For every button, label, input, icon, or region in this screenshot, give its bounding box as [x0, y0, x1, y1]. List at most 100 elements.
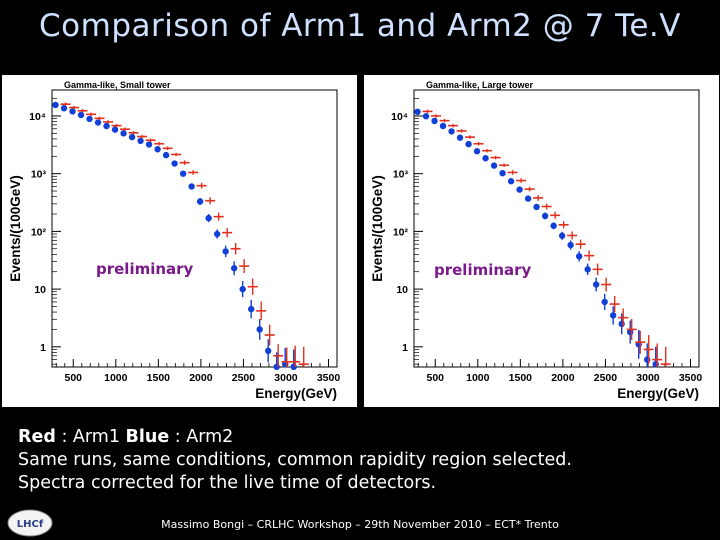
x-tick-label: 2000 [189, 372, 213, 384]
arm2-point [247, 299, 255, 319]
arm1-point [128, 131, 139, 135]
x-tick-label: 2500 [594, 372, 618, 384]
x-tick-label: 3000 [274, 372, 298, 384]
point-marker [490, 162, 498, 169]
chart-title: Gamma-like, Small tower [64, 80, 171, 90]
arm1-point [601, 277, 612, 292]
point-marker [128, 133, 136, 141]
plot-frame [51, 89, 338, 368]
arm1-point [507, 170, 518, 175]
arm1-point [222, 228, 233, 238]
arm1-point [256, 301, 267, 321]
y-tick-label: 10³ [31, 169, 47, 181]
arm2-point [222, 245, 229, 258]
point-marker [618, 320, 625, 328]
red-label: Red [18, 427, 56, 447]
arm1-point [541, 203, 552, 210]
point-marker [499, 169, 506, 177]
point-marker [137, 137, 144, 145]
x-tick-label: 2500 [232, 372, 256, 384]
arm1-point [550, 211, 561, 219]
red-text: : Arm1 [61, 427, 120, 447]
point-marker [524, 195, 532, 202]
arm1-point [490, 155, 501, 160]
point-marker [154, 146, 161, 153]
x-tick-label: 3000 [636, 372, 660, 384]
arm1-point [290, 345, 301, 367]
arm1-point [439, 118, 450, 123]
arm1-point [230, 242, 241, 255]
x-tick-label: 3500 [679, 372, 703, 384]
arm2-point [609, 306, 617, 325]
y-tick-label: 10² [393, 226, 409, 238]
point-marker [120, 130, 127, 137]
point-marker [103, 122, 110, 130]
footer-text: Massimo Bongi – CRLHC Workshop – 29th No… [161, 518, 559, 531]
arm2-point [171, 160, 178, 167]
arm1-point [77, 109, 88, 113]
arm2-point [145, 141, 153, 148]
chart-small-tower: Gamma-like, Small tower 500 1000 1500 2000 25… [8, 80, 340, 401]
arm2-point [239, 281, 246, 298]
arm1-point [179, 160, 190, 166]
arm2-point [290, 349, 297, 371]
arm2-point [414, 108, 421, 116]
arm2-point [77, 111, 85, 119]
arm1-point [499, 163, 510, 167]
point-marker [414, 108, 421, 116]
point-marker [162, 151, 170, 159]
arm2-point [86, 115, 93, 123]
point-marker [77, 111, 85, 119]
description-text: Red : Arm1 Blue : Arm2 Same runs, same c… [18, 426, 572, 495]
arm2-point [448, 128, 455, 135]
point-marker [533, 203, 540, 211]
arm2-point [456, 134, 464, 141]
point-marker [205, 214, 212, 222]
arm1-point [448, 123, 459, 128]
point-marker [273, 363, 280, 371]
arm2-point [567, 240, 574, 250]
arm2-point [626, 320, 634, 344]
arm2-point [264, 339, 272, 363]
point-marker [592, 281, 600, 288]
arm1-point [533, 195, 544, 201]
arm1-point [213, 212, 224, 221]
x-axis-label: Energy(GeV) [255, 386, 337, 401]
arm2-point [431, 117, 438, 125]
point-marker [448, 128, 455, 135]
point-marker [264, 347, 272, 355]
arm2-point [516, 186, 523, 193]
arm2-point [575, 251, 583, 262]
point-marker [188, 183, 195, 190]
arm2-point [69, 108, 76, 115]
chart-title: Gamma-like, Large tower [426, 80, 534, 90]
arm1-point [558, 221, 569, 229]
chart-panel-small-tower: Gamma-like, Small tower 500 1000 1500 2000 25… [2, 75, 357, 407]
arm2-point [179, 170, 187, 177]
plot-frame [413, 89, 700, 368]
point-marker [94, 119, 102, 126]
y-tick-label: 10⁴ [391, 111, 408, 123]
x-tick-label: 2000 [551, 372, 575, 384]
arm1-point [120, 127, 131, 131]
x-axis-label: Energy(GeV) [617, 386, 699, 401]
arm2-point [128, 133, 136, 141]
x-tick-label: 1500 [509, 372, 533, 384]
arm1-point [660, 346, 671, 367]
y-tick-label: 1 [402, 342, 408, 354]
arm2-point [465, 140, 472, 148]
arm1-point [86, 112, 97, 117]
point-marker [652, 360, 659, 368]
arm2-point [490, 162, 498, 169]
point-marker [567, 241, 574, 249]
arm2-point [282, 348, 289, 368]
point-marker [230, 265, 238, 272]
arm1-point [635, 330, 646, 354]
point-marker [52, 101, 59, 109]
arm2-point [111, 126, 119, 133]
point-marker [290, 363, 297, 371]
point-marker [482, 155, 489, 162]
arm1-point [111, 123, 122, 128]
arm1-point [60, 102, 71, 106]
arm1-point [188, 170, 199, 175]
